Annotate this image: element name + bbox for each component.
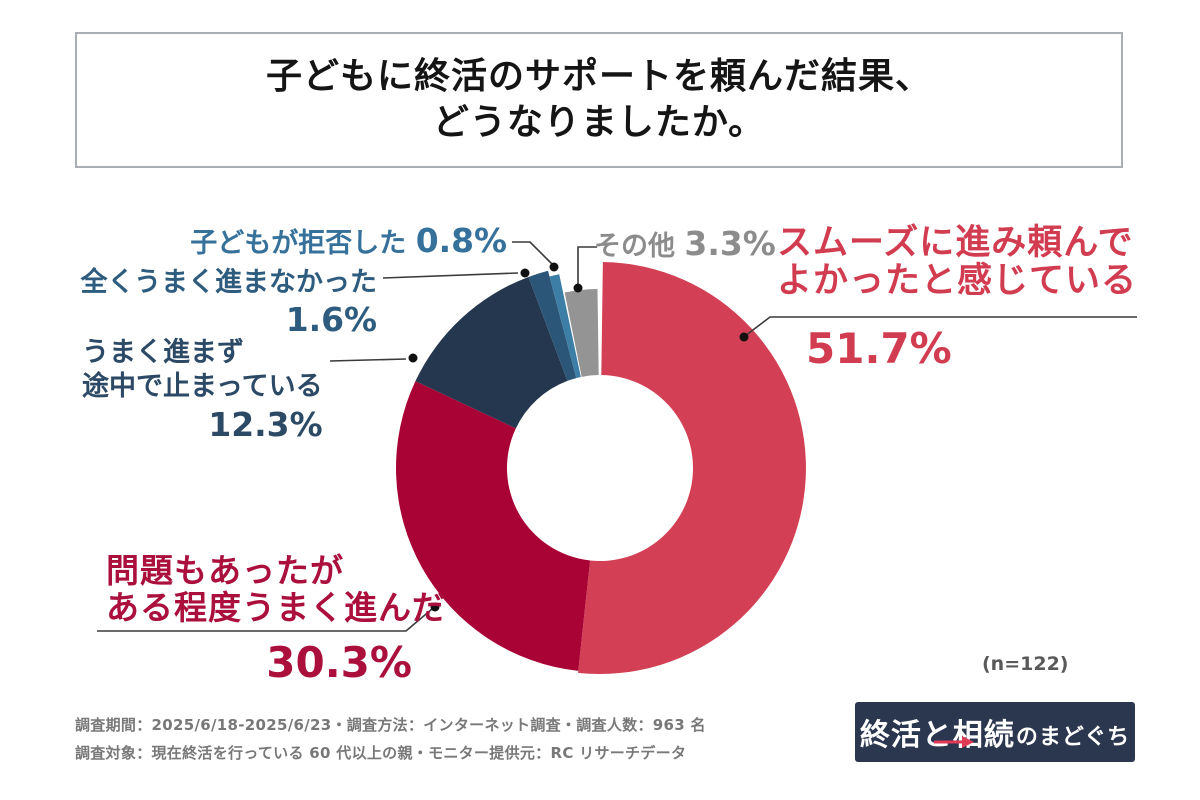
callout-some-problems: 問題もあったが ある程度うまく進んだ <box>106 552 446 626</box>
sample-size: (n=122) <box>982 653 1069 675</box>
callout-not-at-all: 全くうまく進まなかった 1.6% <box>81 264 377 338</box>
callout-some-problems-label1: 問題もあったが <box>106 551 344 590</box>
survey-info-line1: 調査期間：2025/6/18-2025/6/23・調査方法：インターネット調査・… <box>75 716 706 734</box>
callout-some-problems-value: 30.3% <box>266 638 412 687</box>
leader-dot-mattaku <box>520 268 530 278</box>
brand-logo-suffix-text: のまどぐち <box>1015 725 1131 750</box>
callout-stalled-label2: 途中で止まっている <box>82 371 323 402</box>
survey-info-line2: 調査対象：現在終活を行っている 60 代以上の親・モニター提供元：RC リサーチ… <box>75 744 687 762</box>
callout-stalled: うまく進まず 途中で止まっている 12.3% <box>82 336 323 442</box>
donut-segment-3 <box>415 276 568 429</box>
title-box: 子どもに終活のサポートを頼んだ結果、 どうなりましたか。 <box>75 32 1123 168</box>
callout-refused-value: 0.8% <box>415 221 507 260</box>
leader-dot-mondai <box>430 602 440 612</box>
page-title-line1: 子どもに終活のサポートを頼んだ結果、 <box>265 56 932 97</box>
leader-line-kyohi <box>512 241 554 266</box>
brand-logo: 終活と相続 のまどぐち <box>855 702 1135 762</box>
leader-lines <box>97 241 1137 632</box>
leader-dot-smooth <box>739 332 749 342</box>
leader-dot-kyohi <box>549 262 559 272</box>
callout-other: その他 3.3% <box>594 224 776 263</box>
callout-not-at-all-label: 全くうまく進まなかった <box>80 267 377 298</box>
leader-line-smooth <box>744 316 1137 337</box>
callout-refused: 子どもが拒否した 0.8% <box>190 221 507 260</box>
callout-other-value: 3.3% <box>684 224 776 263</box>
leader-line-sonota <box>577 246 597 284</box>
leader-dot-sonota <box>573 283 583 293</box>
callout-other-label: その他 <box>594 231 675 262</box>
leader-line-mondai <box>97 608 433 632</box>
donut-segment-2 <box>396 381 591 671</box>
leader-dots <box>408 262 749 612</box>
callout-smooth-value: 51.7% <box>806 324 952 373</box>
leader-line-mattaku <box>382 272 519 279</box>
leader-line-umaku <box>329 358 407 362</box>
callout-stalled-value: 12.3% <box>208 405 323 444</box>
callout-smooth-label2: よかったと感じている <box>777 261 1138 301</box>
donut-segments <box>396 262 806 674</box>
callout-smooth: スムーズに進み頼んで よかったと感じている <box>777 224 1137 300</box>
donut-segment-5 <box>549 274 581 379</box>
callout-stalled-label1: うまく進まず <box>82 337 244 368</box>
page-title-line2: どうなりましたか。 <box>432 102 766 143</box>
donut-segment-1 <box>578 262 806 674</box>
brand-logo-main-label: 終活と相続 <box>859 718 1015 753</box>
callout-refused-label: 子どもが拒否した <box>190 228 407 259</box>
callout-some-problems-label2: ある程度うまく進んだ <box>106 588 446 627</box>
brand-logo-main-text: 終活と相続 <box>860 710 1015 754</box>
callout-smooth-label1: スムーズに進み頼んで <box>777 223 1134 263</box>
donut-segment-4 <box>528 270 577 381</box>
donut-segment-6 <box>564 289 599 377</box>
callout-not-at-all-value: 1.6% <box>285 300 377 339</box>
leader-dot-umaku <box>408 353 418 363</box>
